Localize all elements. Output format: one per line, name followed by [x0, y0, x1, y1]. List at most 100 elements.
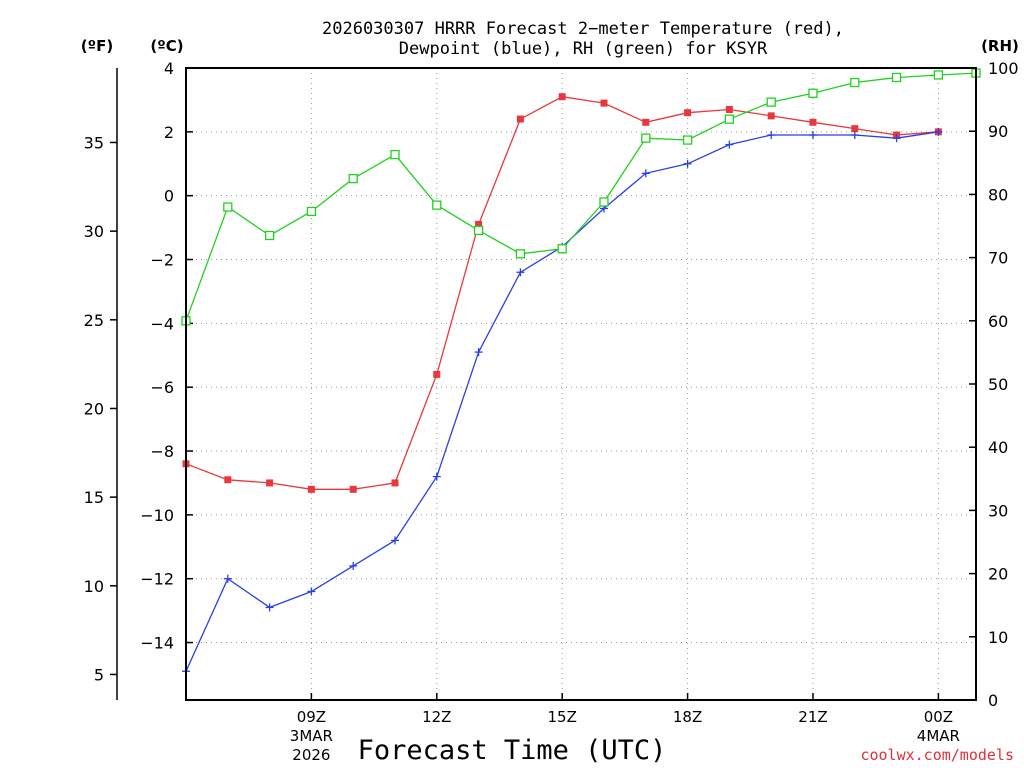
rh-point [473, 225, 484, 236]
rh-point [933, 70, 944, 80]
rh-point [557, 244, 567, 254]
dewpoint-point [641, 169, 650, 178]
rh-unit-label: (RH) [981, 37, 1019, 55]
temperature-point [391, 479, 399, 487]
fahrenheit-tick-label: 20 [84, 399, 104, 418]
rh-point [264, 230, 275, 241]
rh-point [850, 77, 860, 88]
rh-tick-label: 0 [988, 691, 998, 710]
rh-tick-label: 60 [988, 312, 1008, 331]
fahrenheit-unit-label: (ºF) [81, 37, 113, 55]
credit-text: coolwx.com/models [860, 746, 1014, 764]
rh-tick-label: 80 [988, 185, 1008, 204]
temperature-point [684, 109, 692, 117]
dewpoint-point [432, 472, 441, 481]
celsius-tick-label: −4 [150, 314, 174, 333]
rh-tick-label: 20 [988, 565, 1008, 584]
dewpoint-point [850, 131, 859, 140]
temperature-point [516, 115, 524, 123]
grid-lines [186, 68, 976, 700]
rh-tick-label: 10 [988, 628, 1008, 647]
dewpoint-point [892, 134, 901, 143]
rh-point [891, 72, 902, 83]
rh-point [432, 200, 442, 210]
data-series [181, 68, 981, 676]
rh-tick-label: 90 [988, 122, 1008, 141]
celsius-tick-label: −8 [150, 442, 174, 461]
dewpoint-point [808, 131, 817, 140]
celsius-tick-label: 0 [164, 187, 174, 206]
dewpoint-point [725, 140, 734, 149]
rh-tick-label: 100 [988, 59, 1019, 78]
celsius-tick-label: −14 [140, 634, 174, 653]
rh-point [808, 88, 818, 98]
rh-point [223, 202, 233, 212]
rh-point [515, 249, 526, 259]
dewpoint-point [265, 603, 274, 612]
x-tick-year: 2026 [292, 746, 330, 764]
series-rh [181, 68, 981, 326]
temperature-point [433, 370, 441, 378]
rh-point [682, 135, 693, 145]
fahrenheit-tick-label: 30 [84, 222, 104, 241]
temperature-point [224, 476, 232, 484]
rh-point [390, 149, 400, 160]
celsius-tick-label: −2 [150, 251, 174, 270]
dewpoint-point [349, 561, 358, 570]
fahrenheit-tick-label: 15 [84, 488, 104, 507]
temperature-point [558, 93, 566, 101]
temperature-point [349, 485, 357, 493]
rh-tick-label: 30 [988, 501, 1008, 520]
rh-point [766, 97, 776, 107]
x-tick-sublabel: 4MAR [917, 727, 960, 745]
plot-frame [185, 67, 977, 701]
fahrenheit-tick-label: 10 [84, 577, 104, 596]
temperature-point [266, 479, 274, 487]
dewpoint-line [185, 131, 939, 672]
x-tick-sublabel: 3MAR [290, 727, 333, 745]
temperature-point [809, 118, 817, 126]
celsius-unit-label: (ºC) [150, 37, 183, 55]
chart-title-line2: Dewpoint (blue), RH (green) for KSYR [399, 39, 768, 59]
temperature-point [767, 112, 775, 120]
celsius-tick-label: −12 [140, 570, 174, 589]
dewpoint-point [934, 127, 943, 136]
celsius-tick-label: 2 [164, 123, 174, 142]
rh-point [348, 173, 358, 184]
series-temperature [182, 93, 942, 493]
celsius-tick-label: 4 [164, 59, 174, 78]
temperature-point [851, 125, 859, 133]
dewpoint-point [223, 574, 232, 583]
rh-line [185, 72, 977, 322]
rh-point [599, 197, 609, 207]
dewpoint-point [390, 536, 399, 545]
temperature-point [475, 220, 483, 228]
fahrenheit-tick-label: 35 [84, 133, 104, 152]
rh-point [641, 133, 651, 143]
x-tick-label: 15Z [548, 708, 577, 726]
rh-tick-label: 50 [988, 375, 1008, 394]
rh-point [306, 206, 317, 217]
x-tick-label: 18Z [673, 708, 702, 726]
temperature-point [642, 118, 650, 126]
x-axis-title: Forecast Time (UTC) [358, 735, 667, 766]
dewpoint-point [683, 159, 692, 168]
dewpoint-point [767, 131, 776, 140]
x-tick-label: 12Z [422, 708, 451, 726]
dewpoint-point [474, 348, 483, 357]
rh-tick-label: 70 [988, 249, 1008, 268]
temperature-point [307, 485, 315, 493]
dewpoint-point [516, 268, 525, 277]
temperature-point [725, 105, 733, 113]
x-tick-label: 21Z [798, 708, 827, 726]
chart-title-line1: 2026030307 HRRR Forecast 2−meter Tempera… [322, 19, 844, 39]
celsius-tick-label: −10 [140, 506, 174, 525]
temperature-point [600, 99, 608, 107]
fahrenheit-tick-label: 5 [94, 665, 104, 684]
rh-point [724, 114, 735, 124]
dewpoint-point [307, 587, 316, 596]
x-tick-label: 09Z [297, 708, 326, 726]
fahrenheit-tick-label: 25 [84, 311, 104, 330]
